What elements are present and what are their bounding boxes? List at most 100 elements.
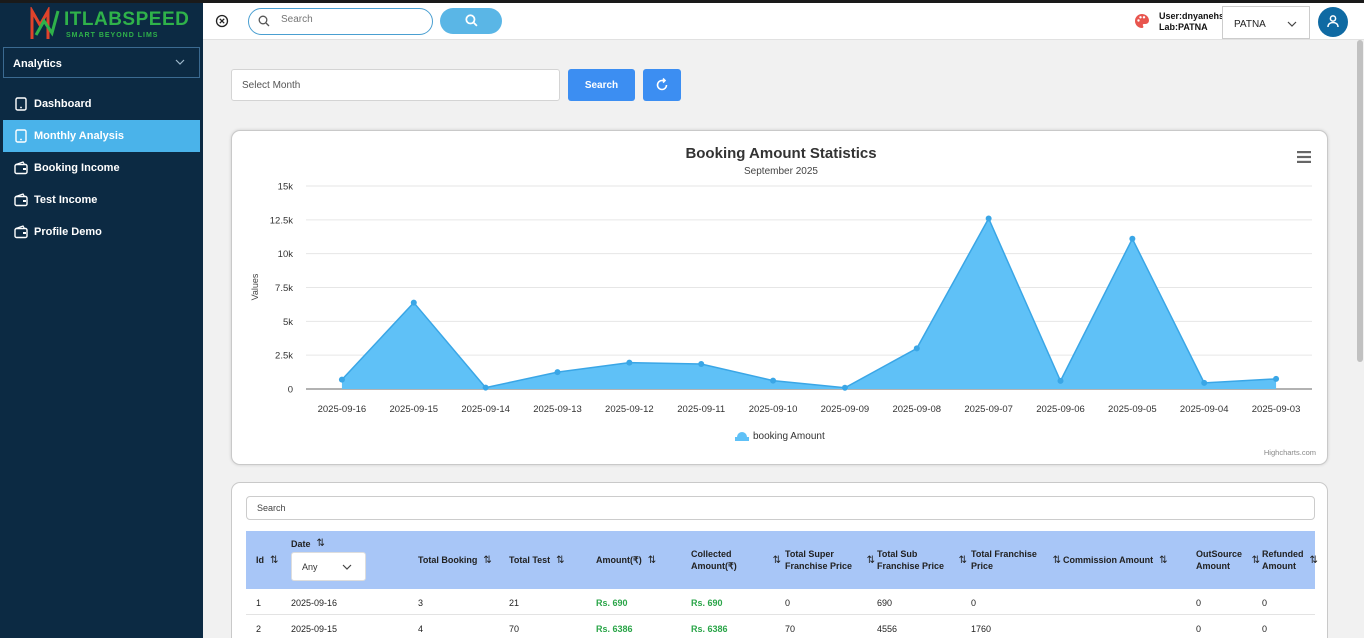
sort-icon[interactable]: ⇅ — [1159, 554, 1168, 566]
search-icon — [465, 14, 478, 27]
data-point[interactable] — [1057, 377, 1064, 384]
sidebar-item-dashboard[interactable]: Dashboard — [3, 88, 200, 120]
data-point[interactable] — [482, 384, 489, 391]
table-cell: Rs. 6386 — [691, 624, 728, 634]
column-header-label: Refunded Amount — [1262, 549, 1304, 571]
month-input[interactable] — [231, 69, 560, 101]
table-cell: 0 — [1262, 598, 1268, 608]
table-card: Id⇅Date⇅Total Booking⇅Total Test⇅Amount(… — [231, 482, 1328, 638]
data-point[interactable] — [913, 345, 920, 352]
data-point[interactable] — [1129, 235, 1136, 242]
brand-mark-icon — [30, 7, 60, 39]
refresh-button[interactable] — [643, 69, 681, 101]
data-point[interactable] — [554, 369, 561, 376]
lab-select-value: PATNA — [1234, 19, 1266, 30]
table-cell: 70 — [509, 624, 520, 634]
column-header[interactable]: Total Franchise Price ⇅ — [971, 531, 1061, 589]
sidebar: ITLABSPEED SMART BEYOND LIMS Analytics D… — [0, 0, 203, 638]
top-search-box — [248, 8, 433, 35]
lab-select[interactable]: PATNA — [1222, 6, 1310, 39]
date-filter-select[interactable]: Any — [291, 552, 366, 581]
chevron-down-icon — [175, 59, 185, 65]
y-tick-label: 15k — [278, 182, 294, 193]
table-cell: 1760 — [971, 624, 992, 634]
data-point[interactable] — [410, 299, 417, 306]
sort-icon[interactable]: ⇅ — [1251, 554, 1260, 566]
column-header[interactable]: Commission Amount ⇅ — [1063, 531, 1188, 589]
close-icon[interactable] — [215, 14, 229, 28]
brand-tagline: SMART BEYOND LIMS — [66, 32, 159, 39]
x-tick-label: 2025-09-12 — [605, 404, 654, 415]
user-name: User:dnyanehs — [1159, 11, 1225, 21]
column-header[interactable]: Refunded Amount ⇅ — [1262, 531, 1318, 589]
data-point[interactable] — [770, 377, 777, 384]
scrollbar-thumb[interactable] — [1357, 40, 1363, 362]
table-cell: 3 — [418, 598, 424, 608]
y-tick-label: 0 — [288, 385, 293, 396]
sort-icon[interactable]: ⇅ — [772, 554, 781, 566]
sort-icon[interactable]: ⇅ — [1052, 554, 1061, 566]
data-point[interactable] — [626, 359, 633, 366]
sort-icon[interactable]: ⇅ — [958, 554, 967, 566]
chart-menu-icon[interactable] — [1297, 151, 1311, 163]
sort-icon[interactable]: ⇅ — [866, 554, 875, 566]
page-scrollbar[interactable] — [1355, 40, 1364, 638]
sidebar-item-booking-income[interactable]: Booking Income — [3, 152, 200, 184]
x-tick-label: 2025-09-07 — [964, 404, 1013, 415]
table-search-input[interactable] — [246, 496, 1315, 520]
sidebar-item-test-income[interactable]: Test Income — [3, 184, 200, 216]
column-header[interactable]: OutSource Amount ⇅ — [1196, 531, 1260, 589]
series-line — [341, 216, 1277, 389]
chart-legend[interactable]: booking Amount — [735, 431, 825, 442]
avatar[interactable] — [1318, 7, 1348, 37]
data-point[interactable] — [338, 376, 345, 383]
top-search-input[interactable] — [281, 14, 421, 25]
column-header[interactable]: Id ⇅ — [256, 531, 284, 589]
table-cell: 70 — [785, 624, 796, 634]
data-point[interactable] — [698, 360, 705, 367]
brand-logo[interactable]: ITLABSPEED SMART BEYOND LIMS — [28, 5, 189, 45]
column-header[interactable]: Collected Amount(₹) ⇅ — [691, 531, 781, 589]
table-header: Id ⇅ Date ⇅ Total Booking ⇅ Total Test ⇅ Amount(… — [246, 531, 1318, 589]
data-point[interactable] — [841, 384, 848, 391]
column-header[interactable]: Total Sub Franchise Price ⇅ — [877, 531, 967, 589]
wallet-icon — [14, 161, 28, 175]
y-tick-label: 12.5k — [270, 215, 293, 226]
top-search-button[interactable] — [440, 8, 502, 34]
sort-icon[interactable]: ⇅ — [647, 554, 657, 566]
data-point[interactable] — [1273, 375, 1280, 382]
sort-icon[interactable]: ⇅ — [556, 554, 565, 566]
table-cell: Rs. 6386 — [596, 624, 633, 634]
table-cell: Rs. 690 — [691, 598, 723, 608]
sidebar-item-monthly-analysis[interactable]: Monthly Analysis — [3, 120, 200, 152]
data-point[interactable] — [1201, 379, 1208, 386]
sort-icon[interactable]: ⇅ — [483, 554, 492, 566]
chart-credit[interactable]: Highcharts.com — [1264, 448, 1316, 457]
column-header[interactable]: Total Super Franchise Price ⇅ — [785, 531, 875, 589]
column-header[interactable]: Date ⇅ — [291, 531, 411, 589]
sort-icon[interactable]: ⇅ — [1309, 554, 1318, 566]
sidebar-item-profile-demo[interactable]: Profile Demo — [3, 216, 200, 248]
sort-icon[interactable]: ⇅ — [270, 554, 279, 566]
x-tick-label: 2025-09-16 — [318, 404, 367, 415]
user-info: User:dnyanehs Lab:PATNA — [1159, 11, 1224, 33]
table-cell: 2025-09-15 — [291, 624, 338, 634]
data-point[interactable] — [985, 215, 992, 222]
table-cell: 4 — [418, 624, 424, 634]
palette-icon[interactable] — [1134, 13, 1150, 29]
sort-icon[interactable]: ⇅ — [316, 538, 325, 549]
table-row[interactable]: 2 2025-09-15 4 70 Rs. 6386 Rs. 6386 70 4556 1760… — [246, 615, 1315, 638]
search-button[interactable]: Search — [568, 69, 635, 101]
x-tick-label: 2025-09-06 — [1036, 404, 1085, 415]
column-header[interactable]: Amount(₹) ⇅ — [596, 531, 686, 589]
x-tick-label: 2025-09-04 — [1180, 404, 1229, 415]
module-select[interactable]: Analytics — [3, 47, 200, 78]
tablet-icon — [15, 129, 27, 143]
y-axis-ticks: 0 2.5k 5k 7.5k 10k 12.5k 15k — [270, 182, 293, 396]
column-header[interactable]: Total Test ⇅ — [509, 531, 594, 589]
table-row[interactable]: 1 2025-09-16 3 21 Rs. 690 Rs. 690 0 690 0 0 0 — [246, 589, 1315, 615]
y-tick-label: 7.5k — [275, 283, 293, 294]
chart-title: Booking Amount Statistics — [685, 145, 876, 162]
column-header[interactable]: Total Booking ⇅ — [418, 531, 506, 589]
